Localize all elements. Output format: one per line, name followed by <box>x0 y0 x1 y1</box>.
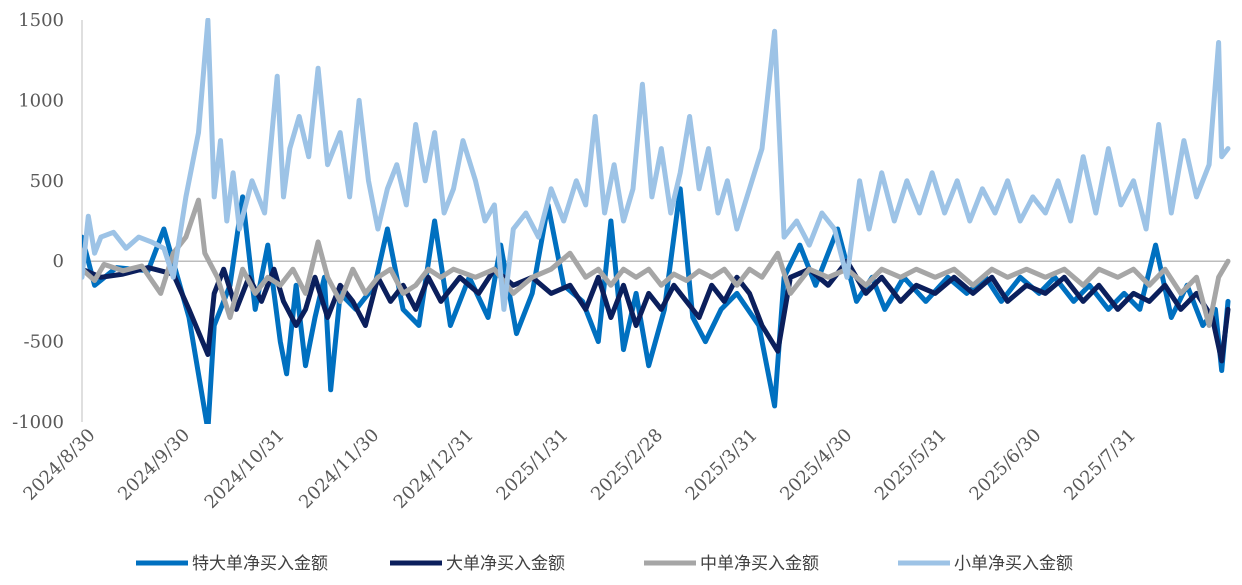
x-tick-label: 2024/8/30 <box>19 425 99 505</box>
y-axis-tick-labels: -1000 -500 0 500 1000 1500 <box>12 10 64 433</box>
x-tick-label: 2025/7/31 <box>1060 425 1140 505</box>
series-line-super-large-order <box>82 186 1231 424</box>
y-tick-label: 1500 <box>18 10 64 31</box>
y-tick-label: 0 <box>53 251 64 272</box>
legend-item-medium-order: 中单净买入金额 <box>644 554 819 574</box>
x-tick-label: 2025/5/31 <box>871 425 951 505</box>
x-tick-label: 2025/4/30 <box>776 425 856 505</box>
legend-item-large-order: 大单净买入金额 <box>390 554 565 574</box>
series-line-large-order <box>82 258 1231 364</box>
x-tick-label: 2025/3/31 <box>682 425 762 505</box>
legend-label-small-order: 小单净买入金额 <box>954 554 1073 574</box>
legend-item-super-large-order: 特大单净买入金额 <box>136 554 328 574</box>
x-tick-label: 2025/1/31 <box>492 425 572 505</box>
legend-label-super-large-order: 特大单净买入金额 <box>192 554 328 574</box>
legend: 特大单净买入金额 大单净买入金额 中单净买入金额 小单净买入金额 <box>136 554 1073 574</box>
plot-area <box>81 18 1231 424</box>
y-tick-label: 500 <box>30 171 64 192</box>
series-lines <box>82 18 1231 424</box>
x-tick-label: 2025/6/30 <box>965 425 1045 505</box>
x-axis-tick-labels: 2024/8/30 2024/9/30 2024/10/31 2024/11/30 20… <box>19 425 1140 513</box>
y-tick-label: -1000 <box>12 412 64 433</box>
x-tick-label: 2024/11/30 <box>295 425 383 513</box>
y-tick-label: 1000 <box>18 90 64 111</box>
legend-item-small-order: 小单净买入金额 <box>898 554 1073 574</box>
legend-label-large-order: 大单净买入金额 <box>446 554 565 574</box>
x-tick-label: 2025/2/28 <box>587 425 667 505</box>
x-tick-label: 2024/9/30 <box>114 425 194 505</box>
series-line-small-order <box>82 18 1231 312</box>
series-line-medium-order <box>82 197 1231 328</box>
x-tick-label: 2024/12/31 <box>390 425 478 513</box>
legend-label-medium-order: 中单净买入金额 <box>700 554 819 574</box>
x-tick-label: 2024/10/31 <box>201 425 289 513</box>
y-tick-label: -500 <box>24 332 64 353</box>
